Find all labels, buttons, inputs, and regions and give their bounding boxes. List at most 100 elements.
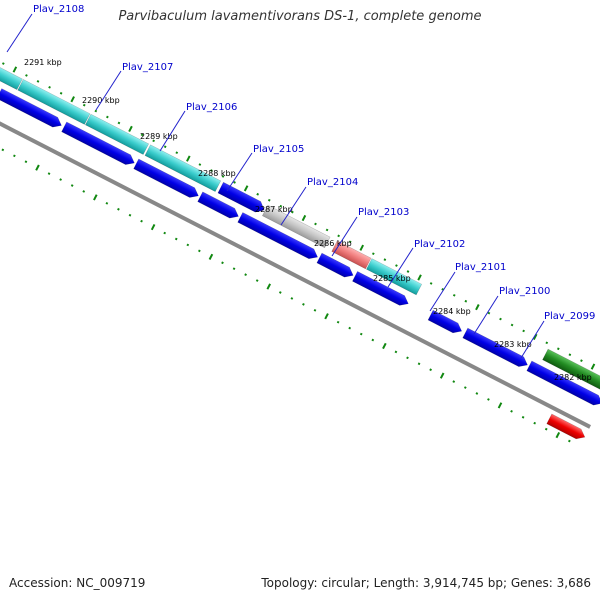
minor-tick: [291, 210, 294, 214]
minor-tick: [140, 219, 143, 223]
gene-reverse: [0, 88, 62, 128]
forward-strand-genes: [0, 43, 600, 394]
minor-tick: [198, 249, 201, 253]
leader-line-2103: [331, 216, 358, 257]
major-tick: [532, 333, 538, 341]
gene-label-plav-2099[interactable]: Plav_2099: [544, 311, 595, 322]
major-tick: [439, 372, 445, 379]
leader-line-2104: [280, 186, 307, 226]
minor-tick: [117, 207, 120, 211]
leader-line-2099: [520, 320, 545, 359]
gene-reverse: [427, 309, 463, 334]
major-tick: [35, 164, 40, 171]
kbp-label-2289: 2289 kbp: [140, 132, 178, 141]
minor-tick: [290, 297, 294, 300]
minor-tick: [545, 341, 549, 345]
minor-tick: [568, 439, 571, 443]
minor-tick: [82, 190, 86, 193]
leader-line-2107: [95, 70, 122, 111]
minor-tick: [510, 409, 513, 413]
minor-tick: [452, 293, 456, 297]
kbp-label-2287: 2287 kbp: [255, 205, 293, 214]
minor-tick: [94, 109, 98, 113]
minor-tick: [429, 368, 432, 372]
gene-reverse: [197, 191, 239, 219]
major-tick: [497, 402, 503, 409]
minor-tick: [533, 421, 537, 425]
minor-tick: [313, 308, 317, 312]
kbp-label-2283: 2283 kbp: [494, 340, 532, 349]
gene-label-plav-2100[interactable]: Plav_2100: [499, 286, 550, 297]
gene-reverse: [61, 121, 135, 165]
minor-tick: [406, 356, 409, 360]
minor-tick: [348, 326, 352, 330]
leader-line-2106: [159, 110, 186, 152]
gene-plav-2102: [331, 240, 372, 270]
gene-label-plav-2107[interactable]: Plav_2107: [122, 62, 173, 73]
kbp-label-2291: 2291 kbp: [24, 58, 62, 67]
minor-tick: [336, 320, 340, 324]
gene-plav-2103: [262, 204, 331, 249]
gene-plav-2108: [0, 43, 23, 90]
minor-tick: [175, 151, 179, 155]
leader-line-2105: [226, 152, 253, 192]
gene-label-plav-2102[interactable]: Plav_2102: [414, 239, 465, 250]
topology-text: Topology: circular; Length: 3,914,745 bp…: [261, 576, 591, 590]
gene-reverse: [237, 212, 318, 260]
minor-tick: [59, 178, 62, 181]
minor-tick: [556, 347, 560, 351]
major-tick: [590, 363, 596, 370]
minor-tick: [82, 103, 86, 107]
minor-tick: [13, 154, 16, 158]
gene-plav-2105: [144, 144, 222, 192]
minor-tick: [499, 317, 502, 321]
minor-tick: [267, 198, 271, 202]
minor-tick: [128, 213, 132, 217]
minor-tick: [383, 258, 387, 261]
inner-tick-track: [1, 148, 571, 443]
kbp-label-2284: 2284 kbp: [433, 307, 471, 316]
kbp-label-2290: 2290 kbp: [82, 96, 120, 105]
minor-tick: [441, 288, 445, 291]
minor-tick: [522, 329, 525, 333]
major-tick: [359, 244, 365, 251]
gene-label-plav-2105[interactable]: Plav_2105: [253, 144, 304, 155]
minor-tick: [406, 270, 410, 273]
minor-tick: [487, 311, 491, 315]
leader-line-2108: [6, 13, 33, 53]
minor-tick: [1, 148, 5, 152]
minor-tick: [48, 85, 51, 89]
gene-label-plav-2106[interactable]: Plav_2106: [186, 102, 237, 113]
minor-tick: [359, 332, 363, 336]
minor-tick: [521, 415, 525, 419]
major-tick: [555, 431, 561, 439]
gene-reverse: [352, 271, 409, 306]
genome-backbone: [0, 86, 592, 429]
leader-line-2101: [429, 271, 456, 312]
minor-tick: [174, 237, 178, 241]
minor-tick: [314, 222, 317, 226]
kbp-label-2285: 2285 kbp: [373, 274, 411, 283]
minor-tick: [279, 204, 283, 208]
major-tick: [12, 66, 18, 73]
gene-label-plav-2101[interactable]: Plav_2101: [455, 262, 506, 273]
major-tick: [150, 223, 156, 231]
minor-tick: [221, 261, 224, 265]
minor-tick: [232, 267, 236, 271]
minor-tick: [429, 282, 433, 285]
major-tick: [186, 155, 191, 162]
gene-plav-2099: [542, 348, 600, 394]
minor-tick: [475, 392, 479, 395]
minor-tick: [59, 91, 63, 95]
minor-tick: [544, 427, 548, 431]
minor-tick: [395, 264, 398, 267]
major-tick: [208, 253, 214, 260]
minor-tick: [568, 353, 572, 357]
leader-line-2100: [473, 295, 499, 335]
gene-label-plav-2103[interactable]: Plav_2103: [358, 207, 409, 218]
gene-label-plav-2108[interactable]: Plav_2108: [33, 4, 84, 15]
minor-tick: [70, 184, 74, 187]
gene-label-plav-2104[interactable]: Plav_2104: [307, 177, 358, 188]
minor-tick: [210, 169, 213, 172]
